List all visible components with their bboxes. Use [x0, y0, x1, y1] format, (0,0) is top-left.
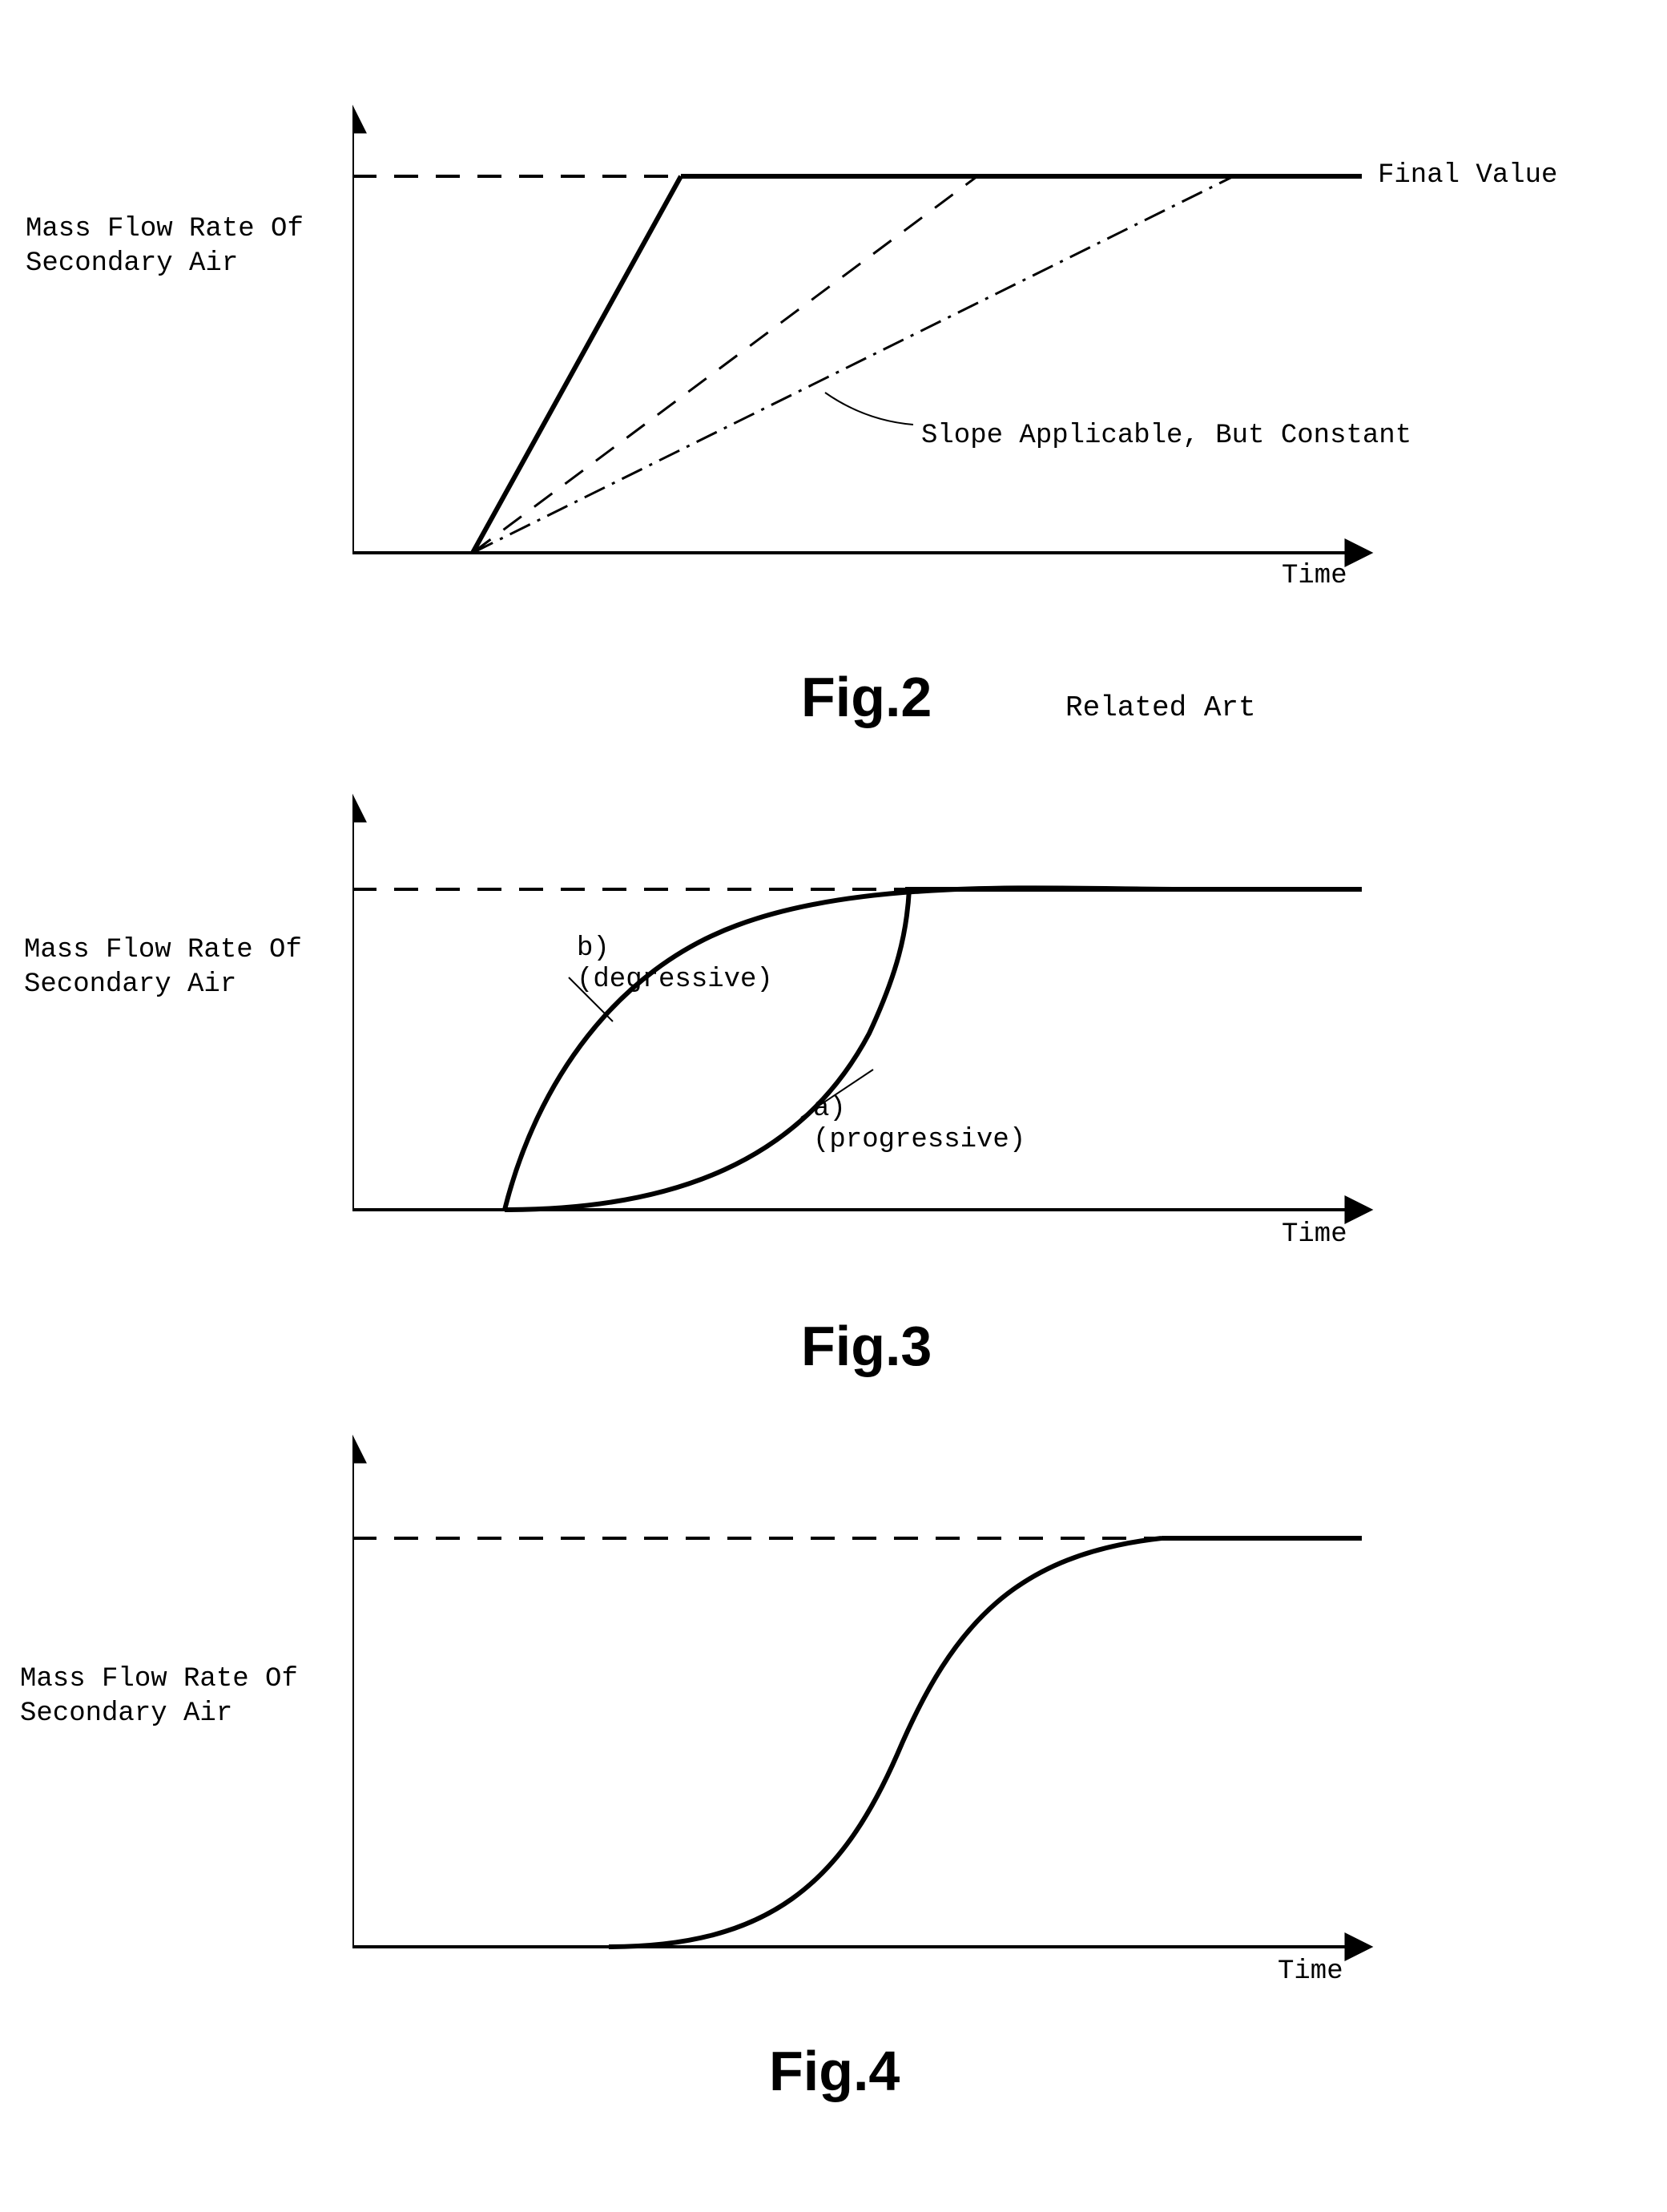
fig3-svg — [352, 793, 1394, 1274]
fig3-caption: Fig.3 — [801, 1314, 932, 1378]
fig4-svg — [352, 1434, 1394, 2011]
fig2-ramp-dashdot — [473, 176, 1234, 553]
fig4-s-curve — [609, 1538, 1162, 1947]
fig3-x-label: Time — [1282, 1218, 1347, 1252]
fig2-subcaption: Related Art — [1065, 691, 1256, 724]
fig2-ramp-solid — [473, 176, 681, 553]
page: Mass Flow Rate Of Secondary Air Time Fin… — [0, 0, 1667, 2212]
fig4-x-label: Time — [1278, 1955, 1343, 1989]
fig2-x-label: Time — [1282, 559, 1347, 594]
fig4-caption: Fig.4 — [769, 2039, 900, 2103]
fig2-y-label: Mass Flow Rate Of Secondary Air — [26, 212, 304, 280]
fig4-y-label: Mass Flow Rate Of Secondary Air — [20, 1662, 298, 1731]
fig3-y-label: Mass Flow Rate Of Secondary Air — [24, 933, 302, 1001]
fig3-curve-b-label: b) (degressive) — [577, 933, 773, 996]
fig2-slope-label: Slope Applicable, But Constant — [921, 421, 1411, 451]
fig2-caption: Fig.2 — [801, 665, 932, 729]
fig2-slope-leader — [825, 393, 913, 425]
fig3-curve-a-label: a) (progressive) — [813, 1094, 1025, 1156]
fig2-final-value-label: Final Value — [1378, 160, 1557, 191]
fig2-svg — [352, 104, 1394, 617]
fig2-ramp-dashed — [473, 176, 977, 553]
